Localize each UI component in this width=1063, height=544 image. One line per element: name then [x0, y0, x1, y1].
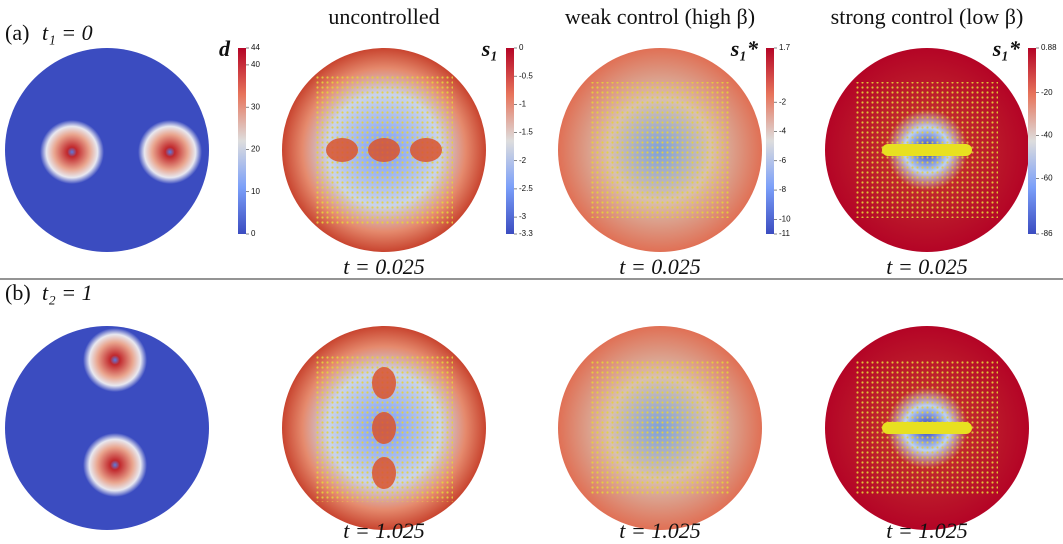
colorbar-tick-label: -6 — [779, 156, 787, 165]
colorbar-tick-label: -3.3 — [519, 229, 533, 238]
colorbar-label: s₁* — [730, 36, 759, 61]
hot-spot — [372, 367, 396, 399]
column-header: strong control (low β) — [831, 4, 1024, 29]
vortex — [83, 433, 147, 497]
colorbar-tick-label: -2 — [519, 156, 527, 165]
row-time: t₁ = 0 — [42, 20, 93, 45]
core — [882, 422, 972, 434]
panel-time: t = 0.025 — [343, 254, 424, 279]
colorbar — [506, 48, 514, 234]
panel-time: t = 0.025 — [619, 254, 700, 279]
colorbar-tick-label: -4 — [779, 127, 787, 136]
colorbar-tick-label: 0 — [251, 229, 256, 238]
colorbar-tick-label: -8 — [779, 185, 787, 194]
colorbar — [238, 48, 246, 234]
colorbar-tick-label: 1.7 — [779, 43, 791, 52]
colorbar-tick-label: -2.5 — [519, 184, 533, 193]
row-label: (b) — [5, 280, 31, 305]
colorbar-tick-label: -3 — [519, 212, 527, 221]
core — [882, 144, 972, 156]
panels — [5, 48, 209, 530]
colorbar-tick-label: -0.5 — [519, 71, 533, 80]
colorbar-label: s₁ — [481, 36, 498, 61]
quiver-field — [589, 82, 731, 218]
colorbar — [766, 48, 774, 234]
column-header: weak control (high β) — [565, 4, 755, 29]
vortex — [40, 120, 104, 184]
colorbar-tick-label: -40 — [1041, 131, 1053, 140]
colorbar-tick-label: -11 — [779, 229, 791, 238]
panel-time: t = 0.025 — [886, 254, 967, 279]
colorbar-tick-label: -1 — [519, 99, 527, 108]
panel-time: t = 1.025 — [343, 518, 424, 543]
vortex — [138, 120, 202, 184]
panel-time: t = 1.025 — [886, 518, 967, 543]
row-time: t₂ = 1 — [42, 280, 93, 305]
colorbar-tick-label: 0 — [519, 43, 524, 52]
colorbar-tick-label: 20 — [251, 145, 260, 154]
panel-time: t = 1.025 — [619, 518, 700, 543]
colorbar-tick-label: -86 — [1041, 229, 1053, 238]
colorbar-tick-label: -10 — [779, 214, 791, 223]
colorbar-tick-label: -2 — [779, 97, 787, 106]
hot-spot — [372, 457, 396, 489]
colorbar-tick-label: -20 — [1041, 88, 1053, 97]
colorbar — [1028, 48, 1036, 234]
colorbar-tick-label: 30 — [251, 102, 260, 111]
row-label: (a) — [5, 20, 29, 45]
colorbar-tick-label: 40 — [251, 60, 260, 69]
figure: uncontrolled weak control (high β) strong … — [0, 0, 1063, 544]
hot-spot — [372, 412, 396, 444]
colorbar-label: d — [219, 36, 231, 61]
vortex — [83, 328, 147, 392]
colorbar-tick-label: -1.5 — [519, 128, 533, 137]
hot-spot — [326, 138, 358, 162]
colorbar-tick-label: 10 — [251, 187, 260, 196]
colorbar-tick-label: -60 — [1041, 173, 1053, 182]
hot-spot — [410, 138, 442, 162]
colorbar-tick-label: 0.88 — [1041, 43, 1057, 52]
column-header: uncontrolled — [328, 4, 439, 29]
hot-spot — [368, 138, 400, 162]
quiver-field — [589, 360, 731, 496]
colorbar-tick-label: 44 — [251, 43, 260, 52]
colorbar-label: s₁* — [992, 36, 1021, 61]
